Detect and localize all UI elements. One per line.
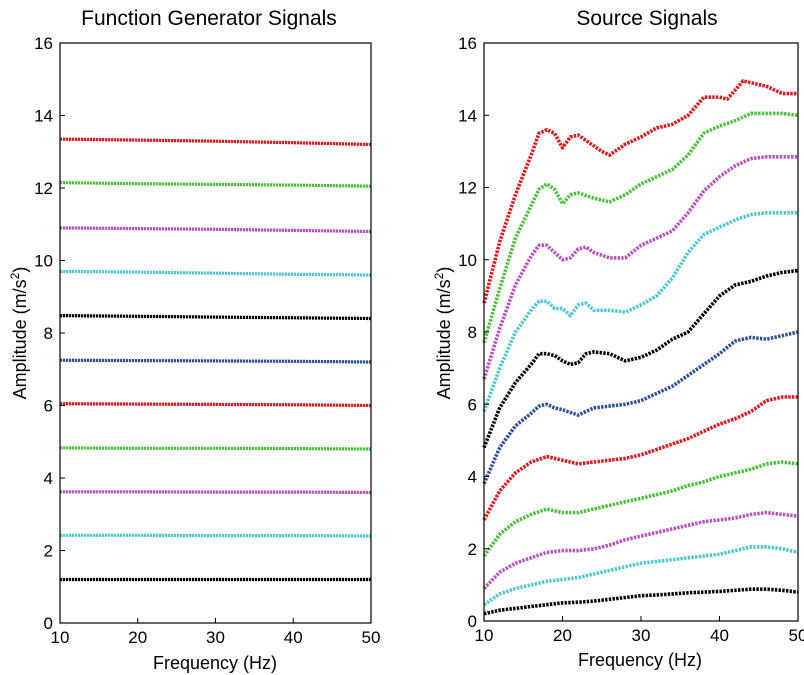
series-layer: [59, 137, 372, 582]
x-axis-label: Frequency (Hz): [578, 650, 702, 670]
series-line-10: [482, 545, 799, 607]
y-axis-label: Amplitude (m/s2): [8, 267, 30, 400]
series-line-7: [59, 402, 372, 408]
y-tick-label: 8: [44, 324, 53, 343]
chart-title: Source Signals: [576, 7, 717, 30]
y-tick-label: 0: [44, 614, 53, 633]
x-axis-label: Frequency (Hz): [153, 653, 277, 673]
chart-title: Function Generator Signals: [81, 7, 337, 30]
series-line-6: [482, 330, 799, 485]
series-line-8: [59, 446, 372, 451]
y-tick-label: 10: [34, 252, 53, 271]
series-line-9: [482, 510, 799, 590]
tick-layer: 10 20 30 40 50 0 2 4 6 8 10 12 14 16: [34, 34, 380, 647]
function-generator-panel: Function Generator Signals 10 20 30 40 50 0 2 4…: [8, 7, 380, 673]
series-line-8: [482, 460, 799, 558]
source-signals-panel: Source Signals 10 20 30 40 50 0 2 4 6 8 10 12 14 16 F…: [432, 7, 804, 670]
y-axis-label-close: ): [10, 267, 30, 273]
x-tick-label: 10: [51, 628, 70, 647]
y-axis-label-text: Amplitude (m/s: [434, 279, 454, 399]
series-layer: [482, 79, 799, 616]
series-line-7: [482, 395, 798, 521]
x-tick-label: 30: [206, 628, 225, 647]
y-tick-label: 14: [458, 106, 477, 125]
x-tick-label: 10: [475, 626, 494, 645]
y-tick-label: 12: [34, 179, 53, 198]
tick-layer: 10 20 30 40 50 0 2 4 6 8 10 12 14 16: [458, 34, 804, 645]
series-line-4: [59, 269, 372, 277]
series-line-11: [483, 587, 799, 616]
x-tick-label: 20: [128, 628, 147, 647]
y-tick-label: 2: [468, 540, 477, 559]
y-axis-label-close: ): [434, 267, 454, 273]
y-axis-label-superscript: 2: [432, 272, 446, 279]
series-line-9: [60, 490, 372, 495]
x-tick-label: 30: [632, 626, 651, 645]
series-line-5: [59, 314, 372, 321]
x-tick-label: 40: [710, 626, 729, 645]
y-axis-label: Amplitude (m/s2): [432, 267, 454, 400]
y-axis-label-text: Amplitude (m/s: [10, 279, 30, 399]
x-tick-label: 50: [789, 626, 804, 645]
y-tick-label: 14: [34, 107, 53, 126]
series-line-3: [482, 155, 798, 380]
x-tick-label: 20: [553, 626, 572, 645]
x-tick-label: 50: [362, 628, 381, 647]
y-tick-label: 16: [458, 34, 477, 53]
y-tick-label: 8: [468, 323, 477, 342]
x-tick-label: 40: [284, 628, 303, 647]
series-line-1: [59, 137, 372, 147]
y-tick-label: 16: [34, 34, 53, 53]
series-line-1: [482, 79, 798, 304]
y-axis-label-superscript: 2: [8, 272, 22, 279]
series-line-2: [59, 181, 372, 188]
y-tick-label: 2: [44, 542, 53, 561]
series-line-5: [482, 268, 799, 449]
series-line-2: [482, 111, 799, 344]
y-tick-label: 4: [44, 469, 53, 488]
series-line-4: [482, 211, 798, 413]
y-tick-label: 6: [44, 397, 53, 416]
y-tick-label: 4: [468, 468, 477, 487]
series-line-6: [59, 358, 372, 364]
y-tick-label: 6: [468, 395, 477, 414]
series-line-10: [60, 533, 372, 538]
y-tick-label: 10: [458, 251, 477, 270]
y-tick-label: 0: [468, 612, 477, 631]
series-line-3: [59, 226, 372, 234]
y-tick-label: 12: [458, 179, 477, 198]
